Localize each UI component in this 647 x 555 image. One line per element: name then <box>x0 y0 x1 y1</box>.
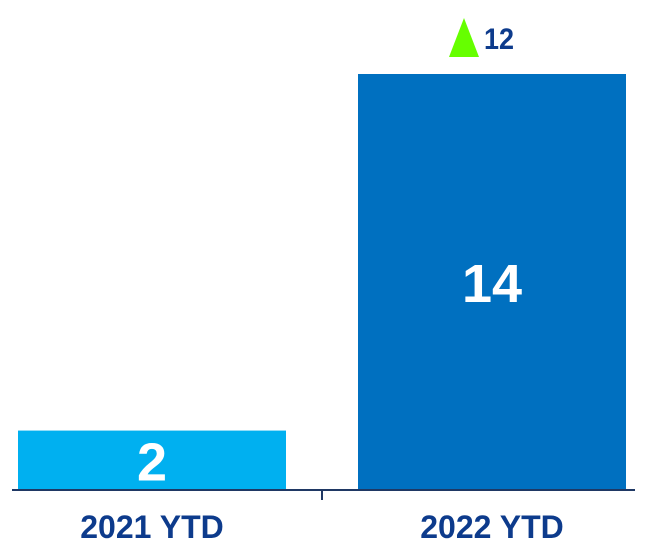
category-label: 2021 YTD <box>80 509 224 545</box>
bar-value-label: 14 <box>462 254 522 314</box>
up-triangle-icon <box>449 18 479 57</box>
change-indicator: 12 <box>449 18 514 57</box>
category-labels: 2021 YTD 2022 YTD <box>80 509 564 545</box>
change-label: 12 <box>484 23 514 56</box>
bar-2021-ytd <box>18 430 286 490</box>
category-label: 2022 YTD <box>420 509 564 545</box>
bar-2022-ytd <box>358 74 626 490</box>
bars-group: 2 14 <box>18 74 626 492</box>
bar-value-label: 2 <box>137 432 167 492</box>
